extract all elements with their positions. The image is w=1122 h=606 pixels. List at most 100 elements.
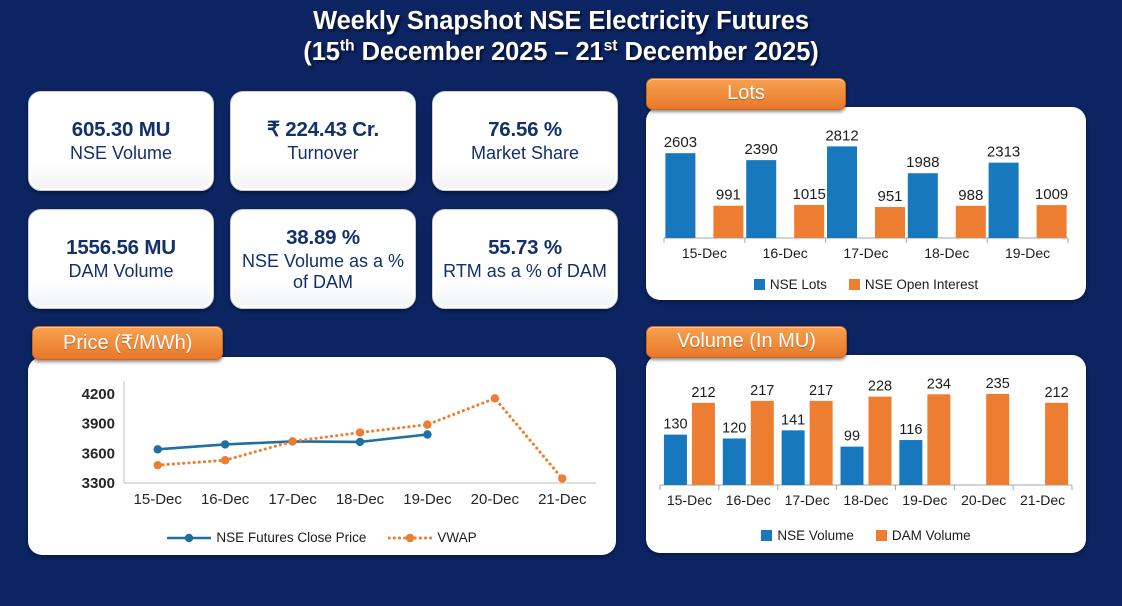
svg-text:4200: 4200 <box>82 386 115 403</box>
legend-line-icon <box>167 533 212 542</box>
title-range-middle: December 2025 – 21 <box>354 38 604 67</box>
svg-text:16-Dec: 16-Dec <box>726 492 771 508</box>
svg-text:3600: 3600 <box>82 445 115 462</box>
panel-price-badge: Price (₹/MWh) <box>32 326 224 360</box>
kpi-label: Turnover <box>287 143 359 164</box>
kpi-card-turnover[interactable]: ₹ 224.43 Cr. Turnover <box>230 91 416 191</box>
legend-label: NSE Lots <box>769 277 827 292</box>
title-range-prefix: (15 <box>303 38 340 67</box>
svg-text:20-Dec: 20-Dec <box>471 491 520 508</box>
title-range-suffix: December 2025) <box>617 38 819 67</box>
svg-text:130: 130 <box>663 417 687 433</box>
kpi-card-market-share[interactable]: 76.56 % Market Share <box>432 91 618 191</box>
panel-lots-body: 2603 991 15-Dec 2390 1015 16-Dec 2812 951 17-Dec… <box>646 107 1086 300</box>
svg-text:1009: 1009 <box>1035 186 1068 203</box>
kpi-card-dam-volume[interactable]: 1556.56 MU DAM Volume <box>28 209 214 309</box>
svg-text:20-Dec: 20-Dec <box>961 492 1006 508</box>
title-ordinal-st: st <box>603 37 618 55</box>
svg-text:212: 212 <box>691 385 715 401</box>
panel-volume: Volume (In MU) 130 212 15-Dec 120 217 16-Dec 1… <box>646 326 1086 553</box>
svg-text:15-Dec: 15-Dec <box>134 491 183 508</box>
kpi-value: 38.89 % <box>286 225 360 249</box>
panel-volume-badge: Volume (In MU) <box>646 326 847 358</box>
kpi-value: 76.56 % <box>488 117 562 141</box>
svg-text:212: 212 <box>1044 385 1068 401</box>
panel-price-body: 3300 3600 3900 4200 15-Dec 16-Dec 17-Dec 18-Dec… <box>28 357 616 555</box>
kpi-value: ₹ 224.43 Cr. <box>266 117 380 141</box>
dashboard-board: 605.30 MU NSE Volume ₹ 224.43 Cr. Turnov… <box>0 78 1122 606</box>
panel-lots-badge: Lots <box>646 78 846 110</box>
svg-text:16-Dec: 16-Dec <box>763 245 808 261</box>
kpi-label: RTM as a % of DAM <box>443 261 607 282</box>
panel-price: Price (₹/MWh) 3300 3600 3900 4200 15-Dec 16-D… <box>28 326 616 555</box>
svg-text:18-Dec: 18-Dec <box>336 491 385 508</box>
svg-text:99: 99 <box>844 429 860 445</box>
svg-text:16-Dec: 16-Dec <box>201 491 250 508</box>
kpi-label: DAM Volume <box>68 261 174 282</box>
kpi-card-rtm-pct-of-dam[interactable]: 55.73 % RTM as a % of DAM <box>432 209 618 309</box>
svg-text:3300: 3300 <box>82 475 115 492</box>
kpi-card-grid: 605.30 MU NSE Volume ₹ 224.43 Cr. Turnov… <box>28 91 618 309</box>
legend-label: DAM Volume <box>891 528 971 543</box>
chart-lots: 2603 991 15-Dec 2390 1015 16-Dec 2812 951 17-Dec… <box>663 127 1069 261</box>
svg-text:991: 991 <box>716 187 741 204</box>
panel-lots: Lots 2603 991 15-Dec 2390 1015 16-Dec 2812 951 1… <box>646 78 1086 300</box>
kpi-value: 1556.56 MU <box>66 235 176 259</box>
chart-lots-legend: NSE Lots NSE Open Interest <box>646 277 1086 292</box>
svg-text:141: 141 <box>781 412 805 428</box>
svg-text:217: 217 <box>809 383 833 399</box>
svg-text:15-Dec: 15-Dec <box>667 492 712 508</box>
legend-line-icon <box>388 533 433 542</box>
svg-text:2603: 2603 <box>664 134 697 151</box>
chart-volume-legend: NSE Volume DAM Volume <box>646 528 1086 543</box>
svg-text:21-Dec: 21-Dec <box>1020 492 1065 508</box>
svg-text:18-Dec: 18-Dec <box>924 245 969 261</box>
panel-volume-body: 130 212 15-Dec 120 217 16-Dec 141 217 17-Dec 99 22… <box>646 355 1086 553</box>
svg-text:2812: 2812 <box>825 127 858 144</box>
kpi-label: NSE Volume as a % of DAM <box>241 250 405 292</box>
svg-text:120: 120 <box>722 420 746 436</box>
legend-item[interactable]: NSE Futures Close Price <box>167 530 366 545</box>
svg-text:18-Dec: 18-Dec <box>843 492 888 508</box>
kpi-label: Market Share <box>470 143 580 164</box>
svg-text:17-Dec: 17-Dec <box>843 245 888 261</box>
kpi-label: NSE Volume <box>69 143 173 164</box>
svg-text:1988: 1988 <box>906 154 939 171</box>
kpi-row-top: 605.30 MU NSE Volume ₹ 224.43 Cr. Turnov… <box>28 91 618 191</box>
svg-text:2390: 2390 <box>745 141 778 158</box>
svg-text:2313: 2313 <box>987 144 1020 161</box>
kpi-value: 55.73 % <box>488 235 562 259</box>
svg-text:116: 116 <box>899 422 922 438</box>
page-title: Weekly Snapshot NSE Electricity Futures … <box>0 0 1122 69</box>
legend-item[interactable]: NSE Volume <box>761 528 854 543</box>
kpi-card-nse-pct-of-dam[interactable]: 38.89 % NSE Volume as a % of DAM <box>230 209 416 309</box>
svg-text:21-Dec: 21-Dec <box>538 491 587 508</box>
legend-swatch-icon <box>848 279 860 290</box>
svg-text:17-Dec: 17-Dec <box>785 492 830 508</box>
legend-label: NSE Volume <box>777 528 854 543</box>
kpi-row-bottom: 1556.56 MU DAM Volume 38.89 % NSE Volume… <box>28 209 618 309</box>
title-line-1: Weekly Snapshot NSE Electricity Futures <box>313 7 809 35</box>
svg-text:235: 235 <box>986 376 1010 392</box>
legend-item[interactable]: NSE Open Interest <box>848 277 978 292</box>
kpi-card-nse-volume[interactable]: 605.30 MU NSE Volume <box>28 91 214 191</box>
legend-swatch-icon <box>875 530 887 541</box>
title-line-2: (15th December 2025 – 21st December 2025… <box>0 37 1122 68</box>
legend-swatch-icon <box>753 279 765 290</box>
legend-label: NSE Futures Close Price <box>216 530 367 545</box>
legend-item[interactable]: NSE Lots <box>753 277 827 292</box>
svg-text:15-Dec: 15-Dec <box>682 245 727 261</box>
chart-price-legend: NSE Futures Close Price VWAP <box>28 530 616 545</box>
kpi-value: 605.30 MU <box>71 117 171 141</box>
svg-text:3900: 3900 <box>82 416 115 433</box>
svg-text:951: 951 <box>877 188 902 205</box>
title-ordinal-th: th <box>339 37 355 55</box>
legend-label: VWAP <box>437 530 477 545</box>
svg-text:228: 228 <box>868 379 892 395</box>
svg-text:19-Dec: 19-Dec <box>403 491 452 508</box>
legend-item[interactable]: DAM Volume <box>875 528 971 543</box>
svg-text:217: 217 <box>750 383 774 399</box>
chart-volume: 13021215-Dec12021716-Dec14121717-Dec9922… <box>659 376 1073 508</box>
legend-item[interactable]: VWAP <box>388 530 477 545</box>
svg-text:234: 234 <box>927 376 951 392</box>
